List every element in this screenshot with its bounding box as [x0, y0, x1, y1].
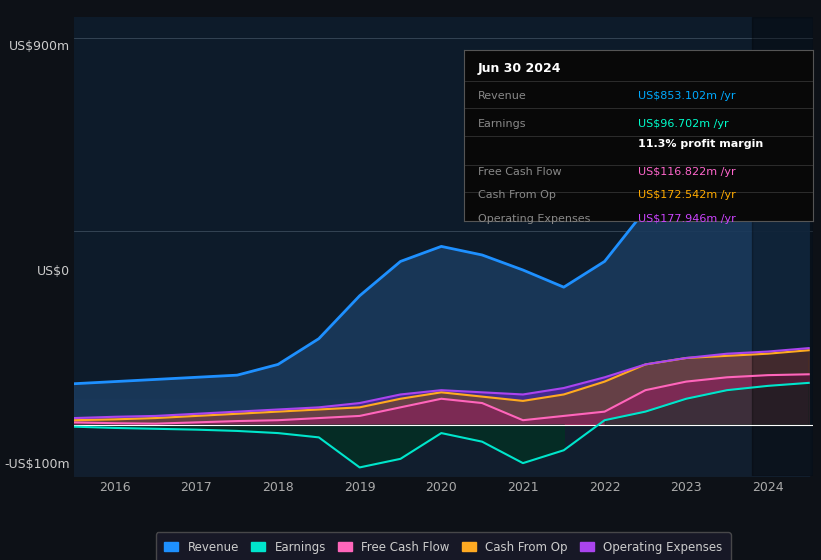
- Text: US$900m: US$900m: [9, 40, 70, 53]
- Text: US$177.946m /yr: US$177.946m /yr: [639, 214, 736, 225]
- Text: Earnings: Earnings: [478, 119, 526, 129]
- Legend: Revenue, Earnings, Free Cash Flow, Cash From Op, Operating Expenses: Revenue, Earnings, Free Cash Flow, Cash …: [156, 533, 731, 560]
- Text: US$0: US$0: [37, 265, 70, 278]
- Text: 11.3% profit margin: 11.3% profit margin: [639, 139, 764, 149]
- Text: -US$100m: -US$100m: [5, 458, 70, 471]
- Text: Cash From Op: Cash From Op: [478, 190, 556, 200]
- Bar: [751, 17, 813, 476]
- Text: US$96.702m /yr: US$96.702m /yr: [639, 119, 729, 129]
- Text: US$853.102m /yr: US$853.102m /yr: [639, 91, 736, 101]
- Text: Revenue: Revenue: [478, 91, 526, 101]
- Text: US$172.542m /yr: US$172.542m /yr: [639, 190, 736, 200]
- Text: US$116.822m /yr: US$116.822m /yr: [639, 166, 736, 176]
- Text: Free Cash Flow: Free Cash Flow: [478, 166, 562, 176]
- Text: Jun 30 2024: Jun 30 2024: [478, 62, 562, 76]
- Text: Operating Expenses: Operating Expenses: [478, 214, 590, 225]
